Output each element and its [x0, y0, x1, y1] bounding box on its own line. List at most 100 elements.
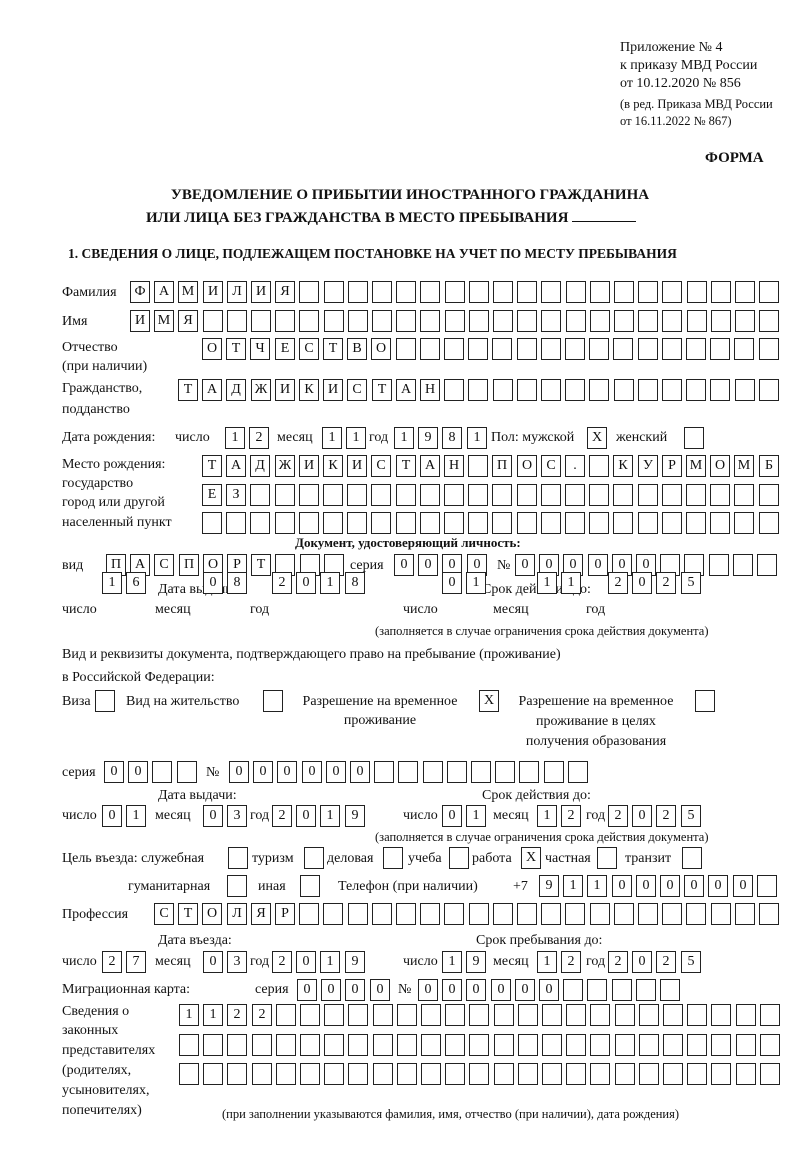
representatives-2-box[interactable] — [615, 1034, 635, 1056]
surname-box[interactable] — [348, 281, 368, 303]
birthplace-3-box[interactable] — [323, 512, 343, 534]
stay-valid-year-box[interactable]: 5 — [681, 805, 701, 827]
stay-valid-year-box[interactable]: 2 — [656, 805, 676, 827]
stay-number-box[interactable]: 0 — [350, 761, 370, 783]
phone-box[interactable] — [757, 875, 777, 897]
id-issue-day-box[interactable]: 6 — [126, 572, 146, 594]
representatives-3-box[interactable] — [590, 1063, 610, 1085]
representatives-1-box[interactable] — [421, 1004, 441, 1026]
profession-box[interactable]: Р — [275, 903, 295, 925]
name-box[interactable]: Я — [178, 310, 198, 332]
representatives-3-box[interactable] — [687, 1063, 707, 1085]
birthplace-2-box[interactable] — [371, 484, 391, 506]
entry-year-box[interactable]: 0 — [296, 951, 316, 973]
representatives-3-box[interactable] — [663, 1063, 683, 1085]
name-box[interactable] — [638, 310, 658, 332]
birthplace-1-box[interactable] — [468, 455, 488, 477]
purpose-work-box[interactable]: X — [521, 847, 541, 869]
birthplace-2-box[interactable] — [517, 484, 537, 506]
profession-box[interactable] — [759, 903, 779, 925]
birthplace-3-box[interactable] — [734, 512, 754, 534]
patronymic-box[interactable] — [759, 338, 779, 360]
birth-month-box[interactable]: 1 — [346, 427, 366, 449]
citizenship-box[interactable]: К — [299, 379, 319, 401]
stay-issue-day-box[interactable]: 0 — [102, 805, 122, 827]
surname-box[interactable] — [420, 281, 440, 303]
representatives-3-box[interactable] — [542, 1063, 562, 1085]
name-box[interactable] — [493, 310, 513, 332]
migration-number-box[interactable] — [587, 979, 607, 1001]
surname-box[interactable] — [469, 281, 489, 303]
patronymic-box[interactable] — [444, 338, 464, 360]
birth-year-box[interactable]: 1 — [467, 427, 487, 449]
profession-box[interactable]: Я — [251, 903, 271, 925]
birthplace-3-box[interactable] — [662, 512, 682, 534]
patronymic-box[interactable] — [613, 338, 633, 360]
representatives-3-box[interactable] — [203, 1063, 223, 1085]
representatives-1-box[interactable] — [300, 1004, 320, 1026]
birthplace-2-box[interactable]: З — [226, 484, 246, 506]
representatives-2-box[interactable] — [179, 1034, 199, 1056]
birthplace-2-box[interactable] — [589, 484, 609, 506]
phone-box[interactable]: 0 — [708, 875, 728, 897]
until-day-box[interactable]: 1 — [442, 951, 462, 973]
birthplace-1-box[interactable]: Б — [759, 455, 779, 477]
birthplace-1-box[interactable]: Р — [662, 455, 682, 477]
representatives-2-box[interactable] — [227, 1034, 247, 1056]
until-year-box[interactable]: 2 — [608, 951, 628, 973]
birthplace-3-box[interactable] — [226, 512, 246, 534]
representatives-1-box[interactable] — [373, 1004, 393, 1026]
phone-box[interactable]: 0 — [612, 875, 632, 897]
representatives-3-box[interactable] — [373, 1063, 393, 1085]
surname-box[interactable] — [662, 281, 682, 303]
surname-box[interactable] — [711, 281, 731, 303]
birthplace-2-box[interactable] — [613, 484, 633, 506]
profession-box[interactable] — [614, 903, 634, 925]
birthplace-1-box[interactable]: Д — [250, 455, 270, 477]
representatives-2-box[interactable] — [373, 1034, 393, 1056]
representatives-2-box[interactable] — [276, 1034, 296, 1056]
migration-number-box[interactable]: 0 — [466, 979, 486, 1001]
representatives-1-box[interactable]: 2 — [252, 1004, 272, 1026]
profession-box[interactable] — [372, 903, 392, 925]
representatives-3-box[interactable] — [276, 1063, 296, 1085]
surname-box[interactable] — [445, 281, 465, 303]
representatives-1-box[interactable] — [663, 1004, 683, 1026]
birthplace-1-box[interactable]: И — [347, 455, 367, 477]
surname-box[interactable]: Ф — [130, 281, 150, 303]
birthplace-1-box[interactable]: О — [710, 455, 730, 477]
migration-series-box[interactable]: 0 — [297, 979, 317, 1001]
name-box[interactable] — [517, 310, 537, 332]
surname-box[interactable] — [638, 281, 658, 303]
surname-box[interactable] — [299, 281, 319, 303]
until-day-box[interactable]: 9 — [466, 951, 486, 973]
profession-box[interactable] — [638, 903, 658, 925]
phone-box[interactable]: 0 — [733, 875, 753, 897]
representatives-2-box[interactable] — [421, 1034, 441, 1056]
birthplace-1-box[interactable]: Ж — [275, 455, 295, 477]
migration-series-box[interactable]: 0 — [345, 979, 365, 1001]
profession-box[interactable] — [299, 903, 319, 925]
entry-month-box[interactable]: 0 — [203, 951, 223, 973]
birthplace-2-box[interactable]: Е — [202, 484, 222, 506]
representatives-3-box[interactable] — [445, 1063, 465, 1085]
stay-number-box[interactable]: 0 — [302, 761, 322, 783]
migration-series-box[interactable]: 0 — [321, 979, 341, 1001]
surname-box[interactable] — [735, 281, 755, 303]
purpose-official-box[interactable] — [228, 847, 248, 869]
name-box[interactable] — [566, 310, 586, 332]
birthplace-2-box[interactable] — [347, 484, 367, 506]
surname-box[interactable]: Я — [275, 281, 295, 303]
id-kind-box[interactable]: О — [203, 554, 223, 576]
surname-box[interactable] — [324, 281, 344, 303]
representatives-3-box[interactable] — [711, 1063, 731, 1085]
patronymic-box[interactable] — [662, 338, 682, 360]
migration-number-box[interactable] — [612, 979, 632, 1001]
birthplace-2-box[interactable] — [565, 484, 585, 506]
profession-box[interactable] — [686, 903, 706, 925]
surname-box[interactable] — [687, 281, 707, 303]
stay-series-box[interactable]: 0 — [128, 761, 148, 783]
id-number-box[interactable]: 0 — [612, 554, 632, 576]
stay-number-box[interactable]: 0 — [326, 761, 346, 783]
birthplace-2-box[interactable] — [638, 484, 658, 506]
